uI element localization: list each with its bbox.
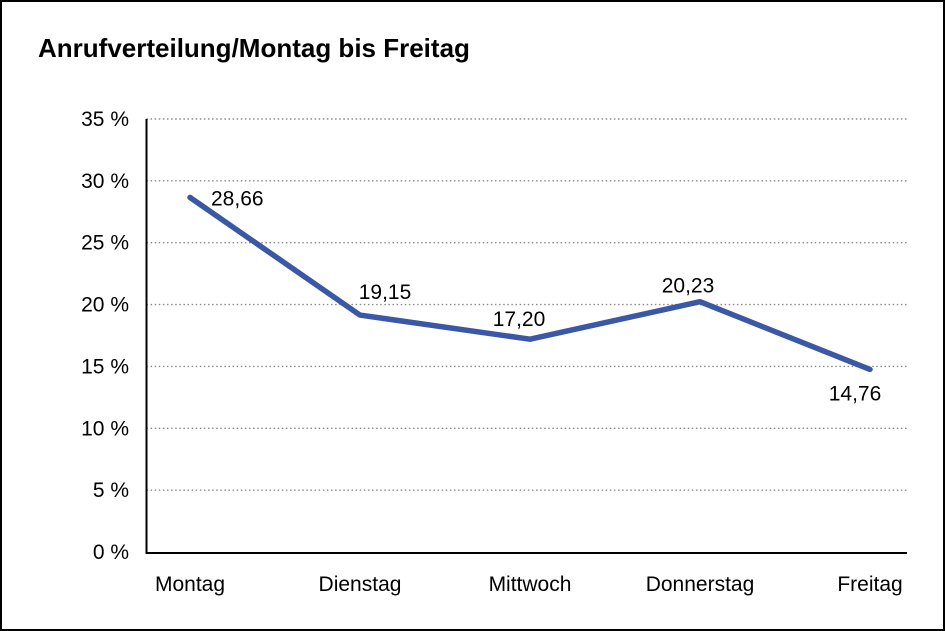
value-label: 28,66 <box>211 187 264 210</box>
value-label: 14,76 <box>829 382 882 405</box>
y-tick-label: 5 % <box>93 479 129 502</box>
x-category-label: Mittwoch <box>489 573 572 596</box>
x-category-label: Montag <box>155 573 225 596</box>
axis-lines <box>145 119 907 554</box>
y-tick-label: 25 % <box>81 232 129 255</box>
data-series-line <box>187 194 873 373</box>
x-category-label: Dienstag <box>319 573 402 596</box>
y-tick-label: 35 % <box>81 108 129 131</box>
value-label: 17,20 <box>493 308 546 331</box>
chart-title: Anrufverteilung/Montag bis Freitag <box>38 33 470 63</box>
y-tick-label: 30 % <box>81 170 129 193</box>
x-category-label: Freitag <box>837 573 902 596</box>
y-tick-label: 10 % <box>81 417 129 440</box>
y-tick-label: 20 % <box>81 294 129 317</box>
y-tick-label: 0 % <box>93 541 129 564</box>
x-category-label: Donnerstag <box>646 573 755 596</box>
y-tick-label: 15 % <box>81 355 129 378</box>
value-label: 19,15 <box>359 281 412 304</box>
value-label: 20,23 <box>662 275 715 298</box>
